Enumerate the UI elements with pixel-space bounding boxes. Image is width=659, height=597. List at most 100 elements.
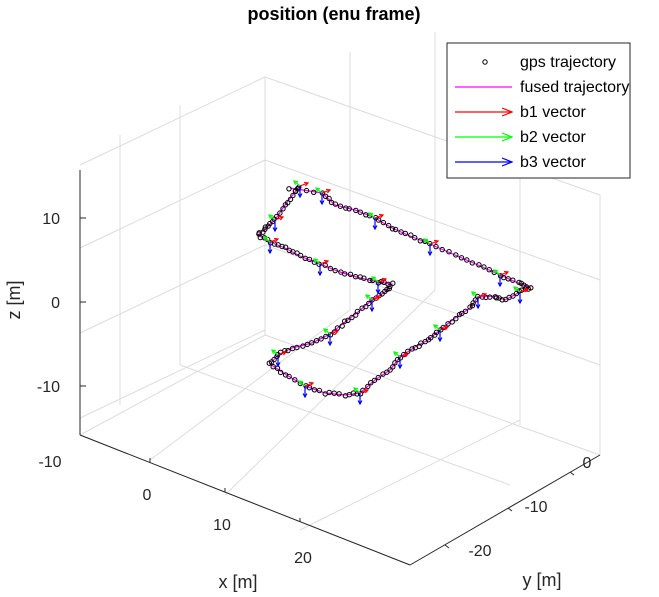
- gps-point: [354, 308, 361, 315]
- gps-point: [464, 257, 470, 263]
- gps-point: [271, 356, 277, 363]
- legend-entry: fused trajectory: [455, 79, 629, 96]
- gps-point: [286, 247, 292, 254]
- gps-point: [285, 200, 291, 206]
- gps-point: [345, 317, 351, 323]
- b1-vector-arrow: [359, 388, 370, 394]
- gps-point: [282, 244, 289, 250]
- b2-vector-arrow: [268, 214, 276, 221]
- gps-point: [453, 252, 459, 258]
- gps-point: [322, 391, 328, 397]
- b3-vector-arrow: [475, 297, 481, 310]
- gps-point: [297, 252, 304, 259]
- gps-point: [385, 222, 392, 229]
- gps-point: [313, 338, 320, 344]
- gps-point: [327, 265, 334, 272]
- legend-box: [446, 42, 631, 179]
- gps-point: [332, 201, 339, 207]
- gps-point: [432, 332, 438, 338]
- gps-point: [282, 372, 289, 378]
- gps-point: [311, 189, 317, 196]
- b2-vector-arrow: [371, 276, 379, 283]
- gps-point: [275, 242, 281, 248]
- gps-point: [510, 277, 516, 283]
- legend-entry: b1 vector: [455, 104, 586, 121]
- b3-vector-arrow: [319, 193, 325, 206]
- gps-point: [412, 345, 418, 351]
- gps-point: [303, 187, 310, 194]
- b2-vector-arrow: [493, 269, 501, 276]
- gps-point: [476, 262, 482, 268]
- b1-vector-arrow: [304, 381, 315, 387]
- gps-point: [331, 390, 337, 396]
- b3-vector-arrow: [375, 282, 381, 295]
- z-axis-label: z [m]: [4, 281, 24, 320]
- x-tick-label: -10: [38, 454, 61, 471]
- gps-point: [280, 206, 286, 212]
- gps-point: [336, 391, 342, 397]
- gps-point: [347, 271, 354, 277]
- b2-vector-arrow: [353, 387, 361, 394]
- gps-point: [384, 286, 390, 293]
- b3-vector-arrow: [297, 186, 303, 199]
- x-tick-label: 0: [143, 487, 152, 504]
- b3-vector-arrow: [517, 292, 523, 305]
- gps-point: [285, 347, 291, 354]
- legend: gps trajectory fused trajectory b1 vector b…: [446, 42, 631, 179]
- gps-point: [433, 243, 439, 250]
- gps-point: [286, 186, 292, 192]
- b1-vector-arrow: [477, 292, 488, 298]
- gps-point: [390, 280, 396, 286]
- b2-vector-arrow: [315, 187, 323, 194]
- legend-entry: b3 vector: [455, 154, 586, 171]
- gps-point: [446, 249, 452, 255]
- gps-point: [270, 364, 276, 370]
- gps-point: [338, 269, 344, 275]
- gps-point: [290, 192, 296, 199]
- b1-vector-arrow: [319, 259, 330, 265]
- gps-point: [375, 374, 381, 381]
- b1-vector-arrow: [274, 215, 285, 221]
- gps-point: [342, 318, 348, 324]
- gps-point: [513, 290, 520, 297]
- b3-vector-arrow: [369, 300, 375, 313]
- gps-point: [365, 383, 371, 390]
- y-tick-label: -20: [468, 543, 491, 560]
- legend-label: b3 vector: [520, 154, 586, 171]
- x-axis-label: x [m]: [219, 572, 258, 592]
- b1-vector-arrow: [299, 181, 310, 187]
- gps-point: [492, 294, 498, 300]
- chart-title: position (enu frame): [247, 4, 420, 24]
- gps-point: [368, 380, 374, 386]
- legend-marker: [455, 157, 514, 167]
- b3-vector-arrow: [427, 244, 433, 257]
- b2-vector-arrow: [298, 380, 306, 387]
- b3-vector-arrow: [357, 393, 363, 406]
- gps-point: [316, 387, 323, 394]
- gps-point: [380, 371, 386, 377]
- gps-point: [503, 296, 509, 303]
- gps-point: [385, 281, 391, 287]
- gps-point: [445, 321, 451, 327]
- b3-vector-arrow: [497, 275, 503, 288]
- legend-entry: gps trajectory: [482, 54, 616, 71]
- legend-label: b1 vector: [520, 104, 586, 121]
- gps-point: [486, 267, 492, 273]
- gps-point: [380, 219, 387, 226]
- x-tick-label: 20: [294, 550, 312, 567]
- b2-vector-arrow: [271, 349, 279, 356]
- b2-vector-arrow: [513, 286, 521, 293]
- gps-point: [458, 255, 465, 261]
- b2-vector-arrow: [293, 180, 301, 187]
- gps-point: [467, 304, 473, 310]
- gps-point: [389, 226, 396, 232]
- b1-vector-arrow: [374, 213, 385, 219]
- legend-label: fused trajectory: [520, 79, 629, 96]
- gps-point: [392, 226, 399, 233]
- tick-labels: 10 0 -10 -10 0 10 20 0 -10 -20: [37, 211, 592, 567]
- gps-point: [332, 267, 338, 274]
- b1-vector-arrow: [371, 295, 382, 301]
- b3-vector-arrow: [437, 330, 443, 343]
- gps-point: [449, 319, 455, 325]
